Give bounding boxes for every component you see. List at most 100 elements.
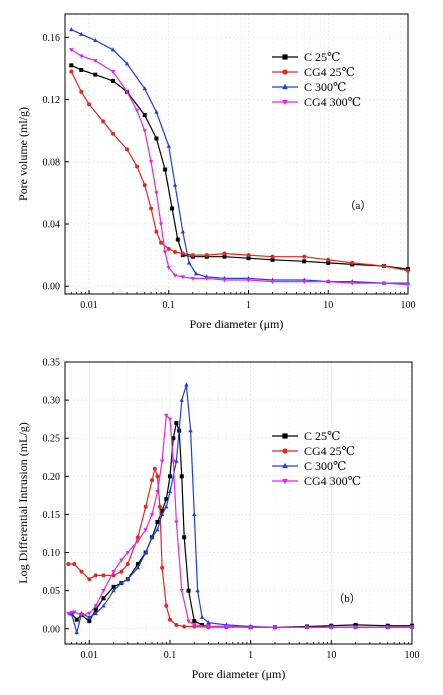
panel-b-data-point <box>304 625 310 630</box>
panel-b-data-point <box>167 617 172 622</box>
panel-b-x-axis-label: Pore diameter (μm) <box>192 667 286 681</box>
panel-a-data-point <box>350 260 355 265</box>
panel-a-data-point <box>350 281 355 286</box>
panel-b-data-point <box>409 625 415 630</box>
panel-a-data-point <box>111 78 116 83</box>
panel-a-data-point <box>270 279 275 284</box>
panel-a-data-point <box>405 283 411 288</box>
panel-b-data-point <box>125 576 130 581</box>
panel-a-data-point <box>79 31 84 36</box>
panel-a-data-point <box>246 278 251 283</box>
panel-a-legend-marker <box>282 54 288 60</box>
panel-a-data-point <box>142 86 147 91</box>
panel-a-data-point <box>154 229 159 234</box>
panel-a-legend-marker <box>282 99 288 106</box>
panel-a-data-point <box>222 254 227 259</box>
panel-a-data-point <box>381 264 386 268</box>
panel-a-data-point <box>158 222 164 227</box>
panel-b-data-point <box>174 520 179 525</box>
panel-b-x-tick-label: 100 <box>405 650 420 661</box>
panel-b-data-point <box>179 474 184 479</box>
panel-b-data-point <box>74 617 79 622</box>
panel-a-label: （a） <box>345 199 372 212</box>
panel-b-data-point <box>93 604 98 609</box>
panel-b-data-point <box>272 625 278 630</box>
panel-b-data-point <box>66 561 71 566</box>
panel-b-data-point <box>224 624 229 629</box>
panel-a-data-point <box>93 38 98 43</box>
panel-a-data-point <box>180 251 185 256</box>
panel-a-data-point <box>124 90 130 95</box>
panel-b-data-point <box>93 573 98 578</box>
panel-b-data-point <box>192 623 197 628</box>
panel-a-data-point <box>302 259 307 264</box>
panel-a-data-point <box>222 278 227 283</box>
panel-b-data-point <box>199 614 205 619</box>
panel-b-data-point <box>167 474 172 479</box>
panel-b-data-point <box>125 561 130 566</box>
panel-b-x-tick-label: 1 <box>248 650 253 661</box>
panel-a-data-point <box>381 281 387 286</box>
panel-b-data-point <box>192 619 197 624</box>
panel-a-data-point <box>175 237 180 242</box>
panel-b-legend-marker <box>282 433 288 439</box>
panel-b-data-point <box>188 428 193 433</box>
panel-b-data-point <box>143 550 148 555</box>
panel-b-series-4 <box>66 413 415 630</box>
panel-b-data-point <box>159 512 165 517</box>
panel-b-data-point <box>195 588 200 593</box>
panel-b-y-tick-label: 0.15 <box>43 510 61 521</box>
panel-a-data-point <box>93 72 98 77</box>
panel-b-data-point <box>143 504 148 509</box>
panel-a-data-point <box>69 63 74 68</box>
panel-a-data-point <box>134 108 140 113</box>
panel-a-data-point <box>148 160 154 165</box>
panel-b-legend-marker <box>282 478 288 485</box>
panel-b-legend-label: C 25℃ <box>304 429 340 443</box>
panel-a-data-point <box>111 131 116 136</box>
panel-b-data-point <box>160 565 165 570</box>
panel-a-y-tick-label: 0.16 <box>43 33 61 44</box>
panel-a-series-line <box>70 49 409 286</box>
panel-b-data-point <box>157 504 162 509</box>
panel-b-data-point <box>174 458 179 463</box>
panel-b-data-point <box>72 561 77 566</box>
panel-a-data-point <box>154 191 159 196</box>
panel-a-data-point <box>190 253 195 258</box>
panel-a-data-point <box>93 59 98 64</box>
panel-b-data-point <box>159 459 165 464</box>
panel-b-y-tick-label: 0.05 <box>43 586 61 597</box>
panel-b-data-point <box>164 504 169 509</box>
panel-a-series-line <box>70 71 409 272</box>
panel-a-data-point <box>101 119 106 124</box>
panel-b-data-point <box>186 588 191 593</box>
panel-b-data-point <box>79 569 84 574</box>
panel-a-data-point <box>204 253 209 258</box>
panel-a-data-point <box>302 279 307 284</box>
panel-a-data-point <box>125 147 130 152</box>
panel-a-data-point <box>173 250 178 254</box>
panel-a-data-point <box>166 246 171 251</box>
panel-a-data-point <box>406 268 410 273</box>
panel-a-data-point <box>142 183 147 188</box>
panel-b-data-point <box>111 588 116 593</box>
panel-b-data-point <box>174 420 179 425</box>
panel-b-series-1 <box>69 420 414 630</box>
panel-a-data-point <box>190 276 195 281</box>
panel-b-data-point <box>206 624 211 629</box>
panel-b-data-point <box>135 539 141 544</box>
panel-a-y-axis-label: Pore volume (ml/g) <box>16 107 30 201</box>
panel-a-y-tick-label: 0.08 <box>43 157 61 168</box>
panel-a-data-point <box>154 136 159 141</box>
panel-b-data-point <box>87 611 92 616</box>
panel-b-data-point <box>155 474 160 479</box>
panel-a-x-tick-label: 1 <box>246 300 251 311</box>
panel-b-x-tick-label: 0.01 <box>81 650 99 661</box>
panel-a-series-line <box>71 29 408 284</box>
panel-b-data-point <box>93 607 98 612</box>
chart-panel-b: 0.01 0.1 1 10 100 0.00 0.05 0.10 0.15 0.20 0.25 0.3… <box>16 358 420 682</box>
panel-b-y-axis-label: Log Differential Intrusion (mL/g) <box>16 422 30 583</box>
panel-a-series-4 <box>69 48 411 288</box>
panel-b-series-3 <box>69 382 415 635</box>
panel-b-data-point <box>192 512 197 517</box>
